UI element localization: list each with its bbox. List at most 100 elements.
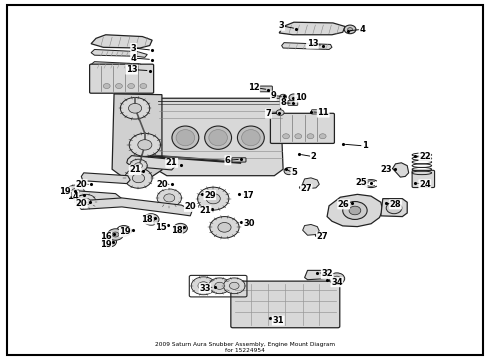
Ellipse shape xyxy=(238,126,264,149)
Text: 29: 29 xyxy=(204,190,216,199)
Text: 22: 22 xyxy=(419,152,431,161)
Text: 23: 23 xyxy=(380,165,392,174)
Circle shape xyxy=(125,168,152,188)
Circle shape xyxy=(128,103,142,113)
Text: 17: 17 xyxy=(242,190,253,199)
Text: 7: 7 xyxy=(266,109,271,118)
Text: 19: 19 xyxy=(100,240,112,249)
Text: 4: 4 xyxy=(359,25,365,34)
Circle shape xyxy=(280,94,287,99)
Text: 5: 5 xyxy=(291,168,297,177)
Ellipse shape xyxy=(176,130,195,146)
Circle shape xyxy=(386,202,402,214)
Text: 30: 30 xyxy=(243,219,255,228)
Text: 15: 15 xyxy=(155,223,167,232)
Polygon shape xyxy=(381,199,407,217)
Circle shape xyxy=(129,134,160,156)
Circle shape xyxy=(295,134,302,139)
Polygon shape xyxy=(392,163,409,177)
Text: 34: 34 xyxy=(331,278,343,287)
Circle shape xyxy=(117,226,131,236)
Circle shape xyxy=(72,189,79,194)
Circle shape xyxy=(121,228,127,233)
Text: 21: 21 xyxy=(166,158,177,167)
Circle shape xyxy=(191,277,216,295)
Text: 12: 12 xyxy=(248,83,260,92)
Text: 14: 14 xyxy=(67,192,79,201)
Text: 20: 20 xyxy=(75,199,87,208)
Text: 18: 18 xyxy=(142,215,153,224)
FancyBboxPatch shape xyxy=(412,170,435,188)
Text: 16: 16 xyxy=(100,232,112,241)
Ellipse shape xyxy=(205,126,232,149)
Ellipse shape xyxy=(209,130,227,146)
Polygon shape xyxy=(127,156,175,170)
Text: 31: 31 xyxy=(272,316,284,325)
Text: 18: 18 xyxy=(171,226,182,235)
Text: 24: 24 xyxy=(419,180,431,189)
FancyBboxPatch shape xyxy=(270,113,334,143)
Circle shape xyxy=(177,226,183,230)
Circle shape xyxy=(198,282,209,290)
Polygon shape xyxy=(305,270,329,280)
Text: 32: 32 xyxy=(321,269,333,278)
Text: 3: 3 xyxy=(131,44,137,53)
Text: 11: 11 xyxy=(318,108,329,117)
Text: 3: 3 xyxy=(279,21,285,30)
Polygon shape xyxy=(78,198,192,216)
Circle shape xyxy=(284,167,294,175)
Circle shape xyxy=(130,159,147,172)
Text: 27: 27 xyxy=(317,232,328,241)
Circle shape xyxy=(289,94,299,101)
Circle shape xyxy=(140,84,147,89)
Text: 2009 Saturn Aura Snubber Assembly, Engine Mount Diagram
for 15224954: 2009 Saturn Aura Snubber Assembly, Engin… xyxy=(155,342,335,353)
Text: 26: 26 xyxy=(338,200,349,209)
Polygon shape xyxy=(81,173,130,184)
FancyBboxPatch shape xyxy=(232,158,246,162)
Circle shape xyxy=(276,110,284,116)
Polygon shape xyxy=(156,98,283,176)
Text: 19: 19 xyxy=(59,187,71,196)
Circle shape xyxy=(344,25,356,34)
Text: 28: 28 xyxy=(390,200,401,209)
Polygon shape xyxy=(72,191,122,203)
Ellipse shape xyxy=(242,130,260,146)
Text: 8: 8 xyxy=(280,98,286,107)
Circle shape xyxy=(67,185,84,198)
Text: 13: 13 xyxy=(126,65,138,74)
Text: 25: 25 xyxy=(355,178,367,187)
Text: 4: 4 xyxy=(131,54,137,63)
FancyBboxPatch shape xyxy=(90,64,154,93)
Circle shape xyxy=(112,232,119,237)
Circle shape xyxy=(148,217,155,222)
Circle shape xyxy=(210,217,239,238)
Ellipse shape xyxy=(172,126,199,149)
Circle shape xyxy=(128,84,135,89)
FancyBboxPatch shape xyxy=(231,281,340,328)
Circle shape xyxy=(197,187,229,210)
Text: 13: 13 xyxy=(307,39,318,48)
Text: 19: 19 xyxy=(120,228,131,237)
FancyBboxPatch shape xyxy=(312,110,324,114)
Text: 27: 27 xyxy=(300,184,312,193)
Text: 10: 10 xyxy=(295,93,307,102)
Circle shape xyxy=(229,282,239,289)
Polygon shape xyxy=(282,42,332,49)
Text: 20: 20 xyxy=(184,202,196,211)
Circle shape xyxy=(206,193,220,204)
Text: 20: 20 xyxy=(75,180,87,189)
Circle shape xyxy=(102,236,117,247)
Circle shape xyxy=(218,222,231,232)
Circle shape xyxy=(223,278,245,294)
Text: 21: 21 xyxy=(129,166,141,175)
Text: 33: 33 xyxy=(199,284,211,293)
Circle shape xyxy=(121,98,150,119)
Circle shape xyxy=(82,198,91,205)
Circle shape xyxy=(349,206,361,215)
Circle shape xyxy=(283,134,290,139)
Circle shape xyxy=(116,84,122,89)
Polygon shape xyxy=(327,194,383,226)
Text: 2: 2 xyxy=(311,152,317,161)
Text: 1: 1 xyxy=(362,141,368,150)
Circle shape xyxy=(108,229,123,240)
